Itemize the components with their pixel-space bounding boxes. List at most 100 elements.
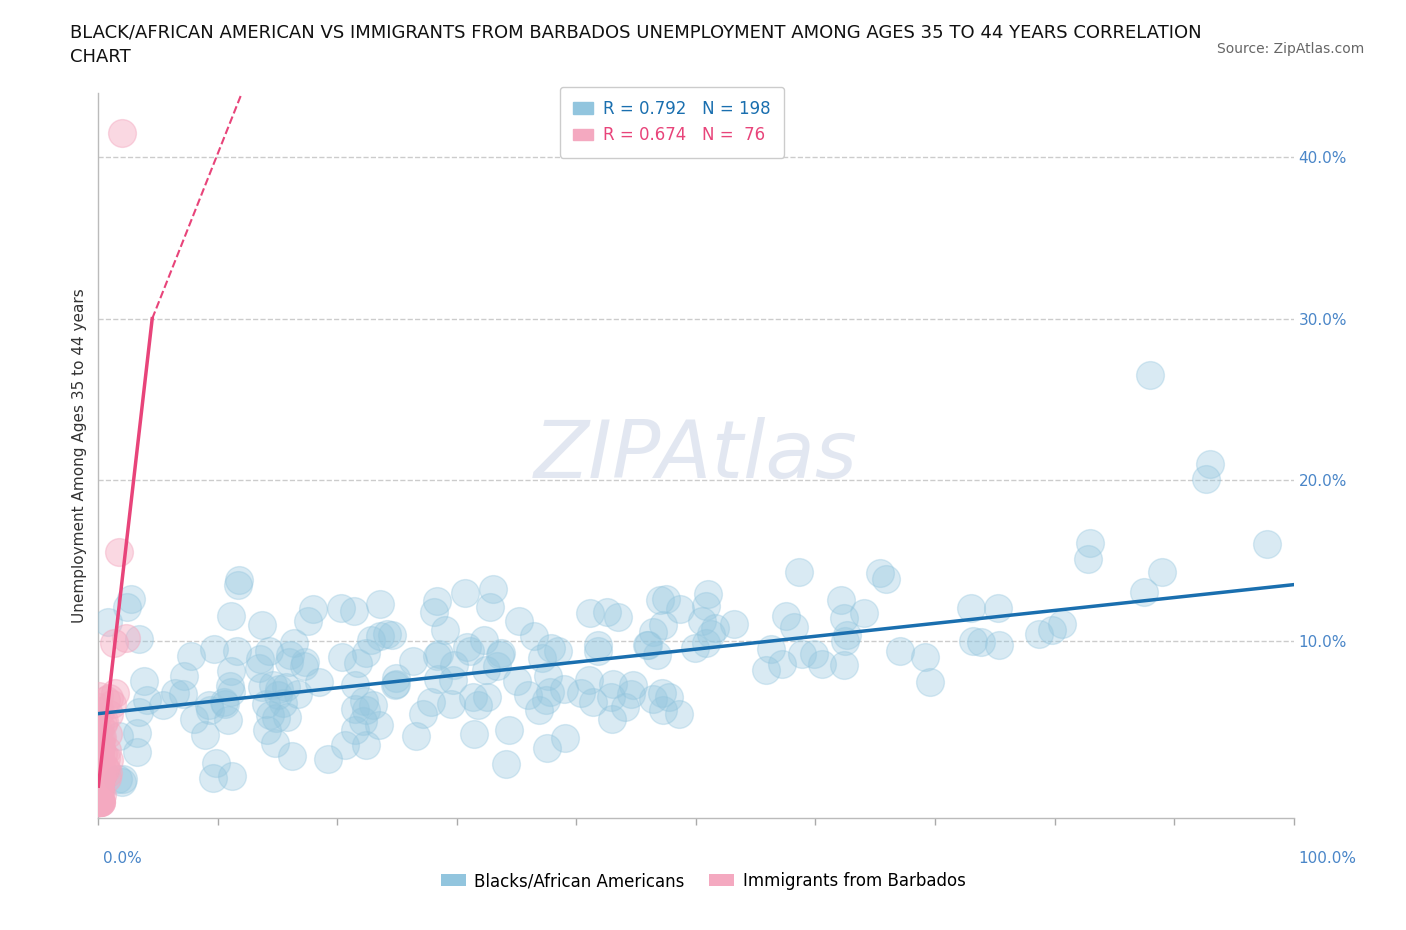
Point	[97, 726, 120, 741]
Point	[98, 707, 121, 722]
Point	[433, 623, 456, 638]
Point	[426, 593, 449, 608]
Point	[668, 707, 690, 722]
Point	[343, 723, 366, 737]
Point	[330, 600, 353, 615]
Point	[354, 702, 377, 717]
Point	[596, 604, 619, 619]
Text: Source: ZipAtlas.com: Source: ZipAtlas.com	[1216, 42, 1364, 56]
Point	[412, 706, 434, 721]
Point	[491, 645, 513, 660]
Point	[385, 671, 408, 685]
Point	[344, 678, 367, 693]
Point	[641, 691, 664, 706]
Point	[183, 712, 205, 727]
Point	[454, 586, 477, 601]
Point	[467, 698, 489, 712]
Point	[301, 602, 323, 617]
Point	[128, 631, 150, 646]
Point	[87, 795, 110, 810]
Point	[87, 747, 110, 762]
Point	[1195, 472, 1218, 486]
Point	[89, 771, 111, 786]
Point	[90, 753, 112, 768]
Point	[97, 690, 120, 705]
Point	[485, 658, 508, 673]
Point	[194, 727, 217, 742]
Point	[987, 600, 1010, 615]
Point	[250, 618, 273, 632]
Point	[89, 773, 111, 788]
Point	[959, 601, 981, 616]
Point	[333, 737, 356, 752]
Point	[553, 682, 575, 697]
Point	[385, 677, 408, 692]
Point	[89, 753, 111, 768]
Point	[111, 772, 134, 787]
Point	[889, 644, 911, 658]
Point	[508, 614, 530, 629]
Point	[1152, 565, 1174, 580]
Point	[219, 608, 242, 623]
Point	[440, 697, 463, 711]
Point	[228, 572, 250, 587]
Point	[607, 610, 630, 625]
Point	[621, 677, 644, 692]
Point	[472, 633, 495, 648]
Point	[441, 672, 464, 687]
Point	[114, 631, 136, 645]
Point	[97, 615, 120, 630]
Point	[458, 644, 481, 658]
Point	[89, 795, 111, 810]
Point	[87, 775, 110, 790]
Point	[405, 728, 427, 743]
Point	[600, 711, 623, 726]
Point	[252, 680, 274, 695]
Point	[94, 751, 117, 765]
Point	[90, 795, 112, 810]
Point	[278, 655, 301, 670]
Text: ZIPAtlas: ZIPAtlas	[534, 417, 858, 495]
Point	[803, 646, 825, 661]
Point	[830, 592, 852, 607]
Point	[219, 663, 242, 678]
Point	[498, 723, 520, 737]
Point	[723, 617, 745, 631]
Point	[219, 684, 242, 699]
Point	[308, 674, 330, 689]
Point	[530, 650, 553, 665]
Point	[269, 681, 291, 696]
Point	[832, 658, 855, 672]
Point	[755, 662, 778, 677]
Point	[96, 743, 118, 758]
Point	[988, 638, 1011, 653]
Point	[259, 708, 281, 723]
Point	[582, 695, 605, 710]
Text: CHART: CHART	[70, 48, 131, 66]
Point	[832, 611, 855, 626]
Point	[655, 591, 678, 606]
Point	[204, 756, 226, 771]
Point	[367, 718, 389, 733]
Point	[87, 795, 110, 810]
Point	[569, 685, 592, 700]
Point	[540, 685, 562, 700]
Point	[426, 649, 449, 664]
Point	[658, 690, 681, 705]
Point	[588, 638, 610, 653]
Point	[264, 711, 287, 725]
Point	[132, 673, 155, 688]
Point	[495, 756, 517, 771]
Point	[87, 777, 110, 792]
Point	[835, 627, 858, 642]
Point	[97, 766, 120, 781]
Point	[107, 771, 129, 786]
Point	[89, 778, 111, 793]
Point	[461, 689, 484, 704]
Point	[669, 602, 692, 617]
Point	[89, 784, 111, 799]
Point	[87, 795, 110, 810]
Point	[651, 703, 673, 718]
Point	[361, 698, 384, 712]
Point	[278, 648, 301, 663]
